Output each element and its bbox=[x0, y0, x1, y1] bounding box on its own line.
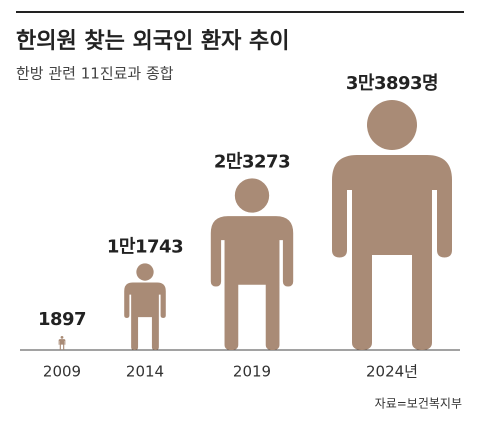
figure-body bbox=[124, 282, 166, 350]
figure-head bbox=[60, 336, 64, 339]
figure-head bbox=[136, 263, 154, 281]
x-tick-label: 2009 bbox=[43, 363, 81, 381]
chart-subtitle: 한방 관련 11진료과 종합 bbox=[16, 65, 174, 83]
x-tick-label: 2024년 bbox=[366, 363, 418, 381]
value-label: 1897 bbox=[38, 309, 86, 330]
person-figure bbox=[124, 263, 166, 350]
source: 자료=보건복지부 bbox=[375, 397, 462, 411]
figure-body bbox=[210, 216, 294, 350]
figure-head bbox=[234, 178, 270, 213]
person-figure bbox=[332, 100, 452, 350]
value-label: 1만1743 bbox=[107, 236, 183, 257]
figure-body bbox=[332, 155, 452, 350]
x-tick-label: 2014 bbox=[126, 363, 164, 381]
figure-body bbox=[58, 339, 66, 350]
figure-head bbox=[367, 100, 417, 150]
person-figure bbox=[58, 336, 66, 350]
chart-title: 한의원 찾는 외국인 환자 추이 bbox=[16, 29, 290, 54]
person-figure bbox=[210, 178, 294, 350]
value-label: 2만3273 bbox=[214, 151, 290, 172]
x-tick-label: 2019 bbox=[233, 363, 271, 381]
value-label: 3만3893명 bbox=[346, 73, 438, 94]
